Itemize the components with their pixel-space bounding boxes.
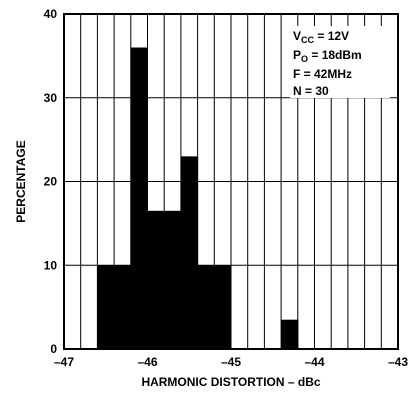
annotation-sample-count: N = 30: [293, 84, 329, 98]
y-tick-label: 10: [44, 258, 58, 272]
conditions-annotation: VCC = 12V PO = 18dBm F = 42MHz N = 30: [290, 26, 390, 98]
x-tick-label: –44: [304, 355, 324, 369]
x-tick-label: –47: [54, 355, 74, 369]
x-tick-label: –43: [388, 355, 408, 369]
histogram-bar: [147, 210, 165, 349]
y-tick-labels: 0 10 20 30 40: [44, 7, 58, 356]
y-axis-title: PERCENTAGE: [14, 140, 28, 222]
plot-frame: [63, 13, 399, 350]
y-tick-label: 30: [44, 91, 58, 105]
annotation-frequency: F = 42MHz: [293, 67, 352, 81]
histogram-bar: [281, 319, 299, 349]
histogram-bar: [214, 265, 232, 349]
annotation-background: [290, 26, 390, 98]
annotation-vcc-base: V: [293, 29, 301, 43]
histogram-bar: [197, 265, 215, 349]
annotation-po-subscript: O: [301, 54, 308, 64]
annotation-po-base: P: [293, 48, 301, 62]
annotation-vcc-subscript: CC: [301, 35, 314, 45]
histogram-bar: [97, 265, 115, 349]
annotation-po-value: = 18dBm: [308, 48, 362, 62]
grid-lines: [64, 14, 398, 349]
y-tick-label: 40: [44, 7, 58, 21]
x-tick-labels: –47 –46 –45 –44 –43: [54, 355, 408, 369]
annotation-vcc-value: = 12V: [314, 29, 349, 43]
x-axis-title: HARMONIC DISTORTION – dBc: [141, 375, 320, 389]
x-tick-label: –45: [221, 355, 241, 369]
y-tick-label: 0: [50, 342, 57, 356]
histogram-bars: [97, 47, 299, 349]
annotation-po: PO = 18dBm: [293, 48, 362, 64]
x-tick-label: –46: [137, 355, 157, 369]
histogram-bar: [130, 47, 148, 349]
histogram-bar: [114, 265, 132, 349]
y-tick-label: 20: [44, 175, 58, 189]
histogram-bar: [180, 156, 199, 349]
histogram-bar: [164, 210, 182, 349]
annotation-vcc: VCC = 12V: [293, 29, 349, 45]
